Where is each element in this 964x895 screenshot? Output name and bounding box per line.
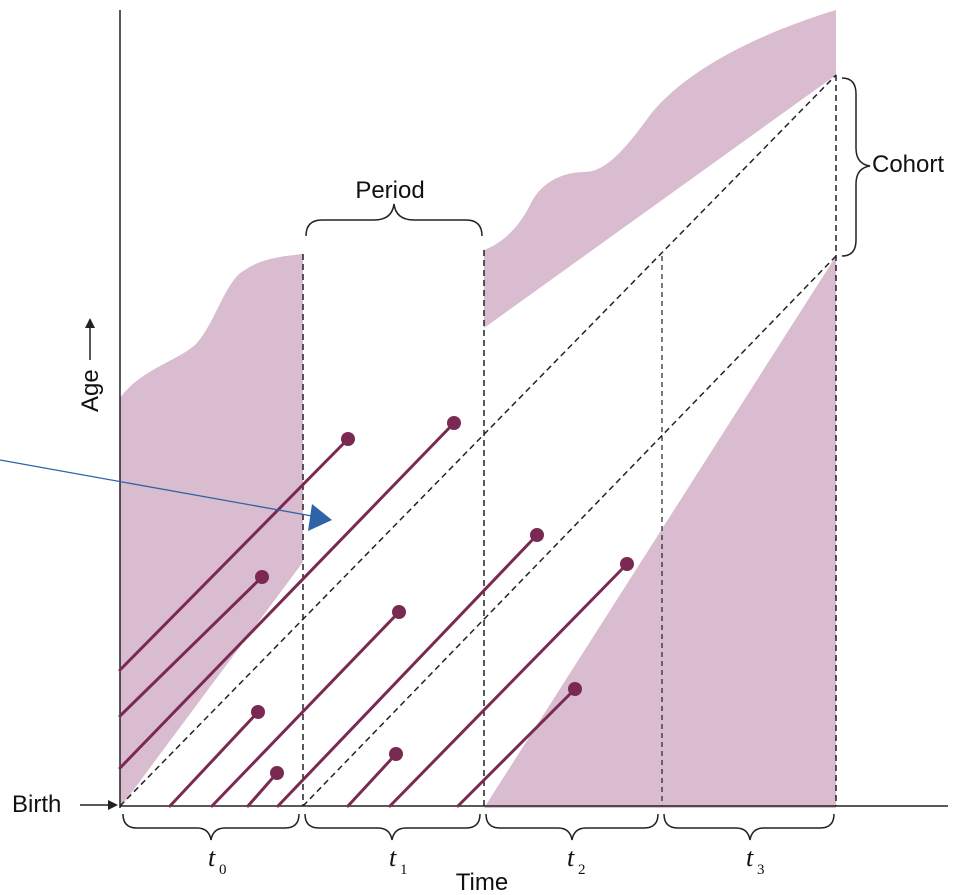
interval-brace-t2 [485, 813, 659, 841]
lifeline [246, 771, 279, 808]
interval-sub-t3: 3 [757, 862, 765, 878]
death-point [568, 682, 582, 696]
lifeline [346, 752, 398, 808]
death-point [389, 747, 403, 761]
shaded-region-t0 [120, 254, 303, 808]
lifeline [456, 687, 577, 808]
lifelines [118, 416, 634, 808]
death-point [270, 766, 284, 780]
cohort-brace [841, 77, 871, 257]
pointer-arrow-line [0, 459, 313, 517]
lifeline [210, 610, 401, 808]
interval-sub-t2: 2 [578, 862, 586, 878]
cohort-boundary-lower [302, 255, 837, 807]
death-point [251, 705, 265, 719]
interval-label-t1: t [389, 843, 397, 872]
lifeline [118, 437, 350, 672]
shaded-region-t2-t3 [484, 10, 836, 328]
lifeline [118, 575, 264, 718]
interval-brace-t1 [304, 813, 481, 841]
time-axis-label: Time [456, 869, 508, 895]
death-point [447, 416, 461, 430]
lifeline [168, 710, 260, 808]
cohort-label: Cohort [872, 151, 944, 178]
lifeline [118, 421, 456, 770]
death-point [392, 605, 406, 619]
lifeline [388, 562, 629, 808]
period-label: Period [355, 177, 424, 204]
cohort-boundary-upper [119, 74, 837, 807]
age-axis-label-group: Age [77, 318, 104, 412]
period-brace [305, 203, 483, 237]
interval-label-t0: t [208, 843, 216, 872]
death-point [341, 432, 355, 446]
interval-sub-t0: 0 [219, 862, 227, 878]
death-point [620, 557, 634, 571]
interval-braces [122, 813, 835, 841]
pointer-arrow-head [308, 504, 332, 531]
interval-sub-t1: 1 [400, 862, 408, 878]
death-point [255, 570, 269, 584]
interval-label-t2: t [567, 843, 575, 872]
age-axis-label: Age [77, 369, 104, 412]
birth-label: Birth [12, 791, 61, 818]
shaded-region-lower-right [484, 256, 836, 808]
interval-brace-t0 [122, 813, 300, 841]
death-point [530, 528, 544, 542]
interval-label-t3: t [746, 843, 754, 872]
lifeline [276, 533, 539, 808]
interval-brace-t3 [663, 813, 835, 841]
